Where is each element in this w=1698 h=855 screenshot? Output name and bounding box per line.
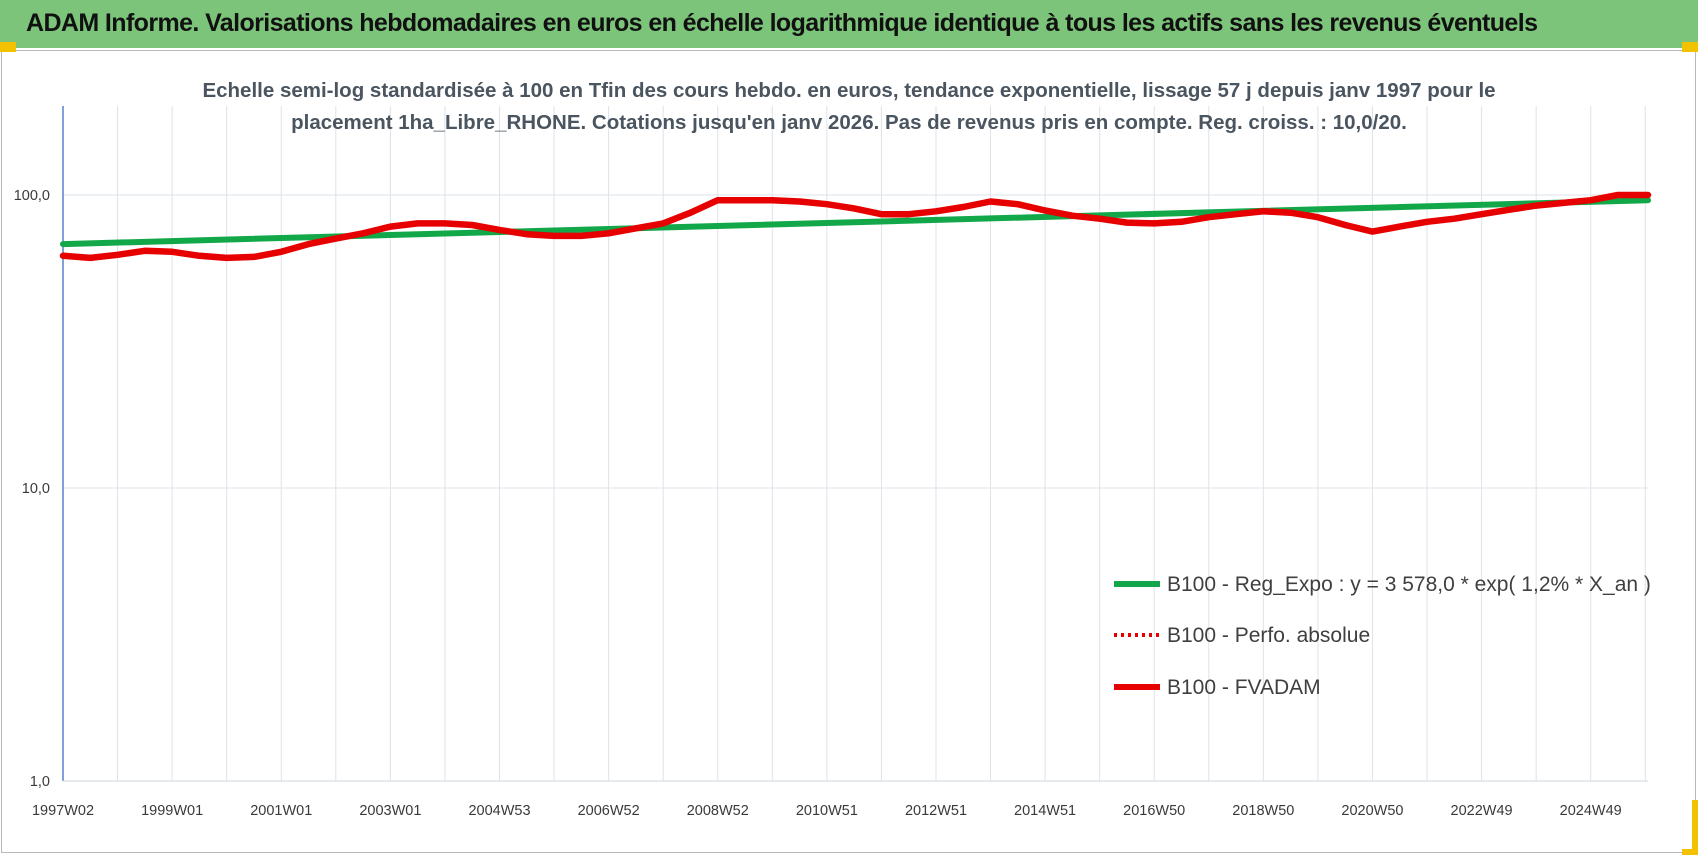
legend-label-fvadam: B100 - FVADAM: [1167, 676, 1321, 699]
y-tick-label: 10,0: [22, 481, 50, 497]
x-tick-label: 2022W49: [1451, 803, 1513, 819]
corner-marker-top-right: [1682, 42, 1698, 52]
x-tick-label: 2018W50: [1232, 803, 1294, 819]
y-tick-label: 100,0: [14, 188, 50, 204]
legend-label-reg-expo: B100 - Reg_Expo : y = 3 578,0 * exp( 1,2…: [1167, 573, 1651, 596]
series-layer: [59, 191, 1652, 262]
x-tick-label: 2001W01: [250, 803, 312, 819]
title-banner: ADAM Informe. Valorisations hebdomadaire…: [0, 0, 1698, 48]
x-tick-label: 2012W51: [905, 803, 967, 819]
x-tick-labels: 1997W02 1999W01 2001W01 2003W01 2004W53 2006W…: [32, 803, 1622, 819]
x-tick-label: 2006W52: [578, 803, 640, 819]
y-tick-label: 1,0: [30, 774, 50, 790]
y-tick-labels: 1,0 10,0 100,0: [14, 188, 50, 790]
chart-subtitle-line-1: Echelle semi-log standardisée à 100 en T…: [202, 79, 1495, 102]
legend: B100 - Reg_Expo : y = 3 578,0 * exp( 1,2…: [1114, 573, 1651, 699]
series-line-2: [59, 191, 1652, 262]
x-tick-label: 2003W01: [359, 803, 421, 819]
corner-marker-bottom-right: [1692, 800, 1698, 855]
corner-marker-top-left: [0, 42, 16, 52]
x-tick-label: 2004W53: [468, 803, 530, 819]
series-line-0: [60, 197, 1651, 248]
x-tick-label: 2024W49: [1560, 803, 1622, 819]
x-tick-label: 1997W02: [32, 803, 94, 819]
chart-subtitle-line-2: placement 1ha_Libre_RHONE. Cotations jus…: [291, 111, 1407, 134]
chart-frame: [1, 50, 1696, 853]
legend-label-perfo-absolue: B100 - Perfo. absolue: [1167, 624, 1370, 647]
x-tick-label: 1999W01: [141, 803, 203, 819]
x-tick-label: 2008W52: [687, 803, 749, 819]
x-tick-label: 2014W51: [1014, 803, 1076, 819]
x-tick-label: 2020W50: [1341, 803, 1403, 819]
x-tick-label: 2016W50: [1123, 803, 1185, 819]
x-tick-label: 2010W51: [796, 803, 858, 819]
page-title: ADAM Informe. Valorisations hebdomadaire…: [26, 9, 1538, 37]
corner-marker-bottom-right-h: [1682, 849, 1698, 855]
